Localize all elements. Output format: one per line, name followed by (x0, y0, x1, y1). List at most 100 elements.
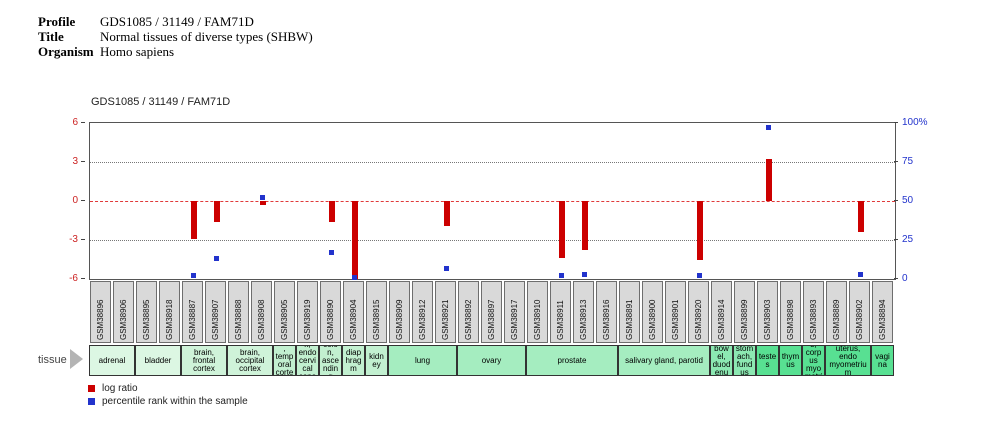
profile-field-label: Profile (38, 14, 76, 29)
sample-label: GSM38908 (251, 281, 272, 343)
y-axis-tick-label-left: 0 (72, 195, 78, 206)
tissue-cell: testes (756, 345, 779, 376)
percentile-dot (214, 256, 219, 262)
y-axis-tickmark-left (81, 278, 85, 279)
y-axis-tick-label-right: 25 (902, 234, 914, 245)
organism-row: Organism Homo sapiens (38, 44, 313, 59)
tissue-cell: lung (388, 345, 457, 376)
sample-label: GSM38904 (343, 281, 364, 343)
tissue-cell: brain, temporal cortex (273, 345, 296, 376)
log-ratio-bar (857, 201, 864, 233)
sample-label: GSM38916 (596, 281, 617, 343)
legend-log-ratio-label: log ratio (102, 383, 138, 394)
y-axis-tickmark-right (894, 200, 898, 201)
percentile-dot (260, 195, 265, 201)
y-axis-tickmark-right (894, 122, 898, 123)
profile-row: Profile GDS1085 / 31149 / FAM71D (38, 14, 313, 29)
gridline (90, 162, 895, 163)
sample-label: GSM38914 (711, 281, 732, 343)
log-ratio-bar (765, 159, 772, 201)
y-axis-tickmark-right (894, 278, 898, 279)
log-ratio-bar (581, 201, 588, 251)
y-axis-tick-label-right: 50 (902, 195, 914, 206)
profile-header: Profile GDS1085 / 31149 / FAM71D Title N… (38, 14, 313, 59)
sample-label: GSM38887 (182, 281, 203, 343)
sample-label: GSM38892 (458, 281, 479, 343)
y-axis-tickmark-left (81, 161, 85, 162)
percentile-dot (582, 271, 587, 277)
tissue-cell: cervix, endocervical canal (296, 345, 319, 376)
sample-label: GSM38913 (573, 281, 594, 343)
y-axis-left: 6 3 0 -3 -6 (0, 118, 85, 284)
sample-label: GSM38919 (297, 281, 318, 343)
tissue-cell: salivary gland, parotid (618, 345, 710, 376)
sample-label: GSM38898 (780, 281, 801, 343)
log-ratio-bar (328, 201, 335, 222)
y-axis-tickmark-right (894, 239, 898, 240)
title-field-label: Title (38, 29, 64, 44)
y-axis-tickmark-left (81, 200, 85, 201)
tissue-cell: uterus, endo myometrium (825, 345, 871, 376)
y-axis-tick-label-left: 3 (72, 156, 78, 167)
tissue-cell: colon, ascending (319, 345, 342, 376)
legend-percentile-label: percentile rank within the sample (102, 396, 248, 407)
chart-legend: log ratio percentile rank within the sam… (88, 382, 248, 408)
sample-label: GSM38915 (366, 281, 387, 343)
chart-title: GDS1085 / 31149 / FAM71D (91, 96, 231, 108)
y-axis-tickmark-right (894, 161, 898, 162)
sample-label: GSM38910 (527, 281, 548, 343)
y-axis-tick-label-right: 100% (902, 117, 928, 128)
legend-item-log-ratio: log ratio (88, 382, 248, 395)
tissue-cell: vagina (871, 345, 894, 376)
log-ratio-bar (696, 201, 703, 260)
sample-label: GSM38903 (757, 281, 778, 343)
tissue-cell: prostate (526, 345, 618, 376)
sample-label: GSM38899 (734, 281, 755, 343)
sample-label: GSM38907 (205, 281, 226, 343)
sample-label: GSM38906 (113, 281, 134, 343)
tissue-cell: uterus, corpus myometrium (802, 345, 825, 376)
y-axis-tick-label-left: -6 (69, 273, 78, 284)
y-axis-tick-label-left: -3 (69, 234, 78, 245)
percentile-swatch-icon (88, 398, 95, 405)
percentile-dot (329, 249, 334, 255)
organism-field-value: Homo sapiens (100, 44, 175, 59)
sample-label: GSM38918 (159, 281, 180, 343)
tissue-cell: kidney (365, 345, 388, 376)
tissue-arrow-icon (70, 349, 83, 369)
tissue-cell: thymus (779, 345, 802, 376)
sample-label: GSM38920 (688, 281, 709, 343)
tissue-cell: bladder (135, 345, 181, 376)
log-ratio-bar (351, 201, 358, 279)
tissue-row-label: tissue (38, 354, 67, 366)
tissue-cell: diaphragm (342, 345, 365, 376)
y-axis-tickmark-left (81, 239, 85, 240)
log-ratio-bar (259, 201, 266, 205)
sample-label: GSM38900 (642, 281, 663, 343)
plot-area (89, 122, 896, 280)
title-row: Title Normal tissues of diverse types (S… (38, 29, 313, 44)
sample-label: GSM38911 (550, 281, 571, 343)
legend-item-percentile: percentile rank within the sample (88, 395, 248, 408)
sample-label: GSM38912 (412, 281, 433, 343)
sample-label: GSM38895 (136, 281, 157, 343)
tissue-cell: adrenal (89, 345, 135, 376)
sample-label: GSM38905 (274, 281, 295, 343)
y-axis-tick-label-left: 6 (72, 117, 78, 128)
organism-field-label: Organism (38, 44, 94, 59)
tissue-row: adrenal bladder brain, frontal cortex brain… (89, 345, 894, 378)
sample-label: GSM38896 (90, 281, 111, 343)
profile-field-value: GDS1085 / 31149 / FAM71D (100, 14, 254, 29)
tissue-cell: brain, frontal cortex (181, 345, 227, 376)
sample-label: GSM38897 (481, 281, 502, 343)
sample-label: GSM38894 (872, 281, 893, 343)
y-axis-right: 100% 75 50 25 0 (894, 118, 956, 284)
sample-label: GSM38917 (504, 281, 525, 343)
tissue-cell: brain, occipital cortex (227, 345, 273, 376)
tissue-cell: small bowel, duodenum (710, 345, 733, 376)
sample-label-row: GSM38896 GSM38906 GSM38895 GSM38918 GSM38887… (89, 281, 894, 343)
sample-label: GSM38902 (849, 281, 870, 343)
tissue-cell: stomach, fundus (733, 345, 756, 376)
log-ratio-bar (190, 201, 197, 239)
